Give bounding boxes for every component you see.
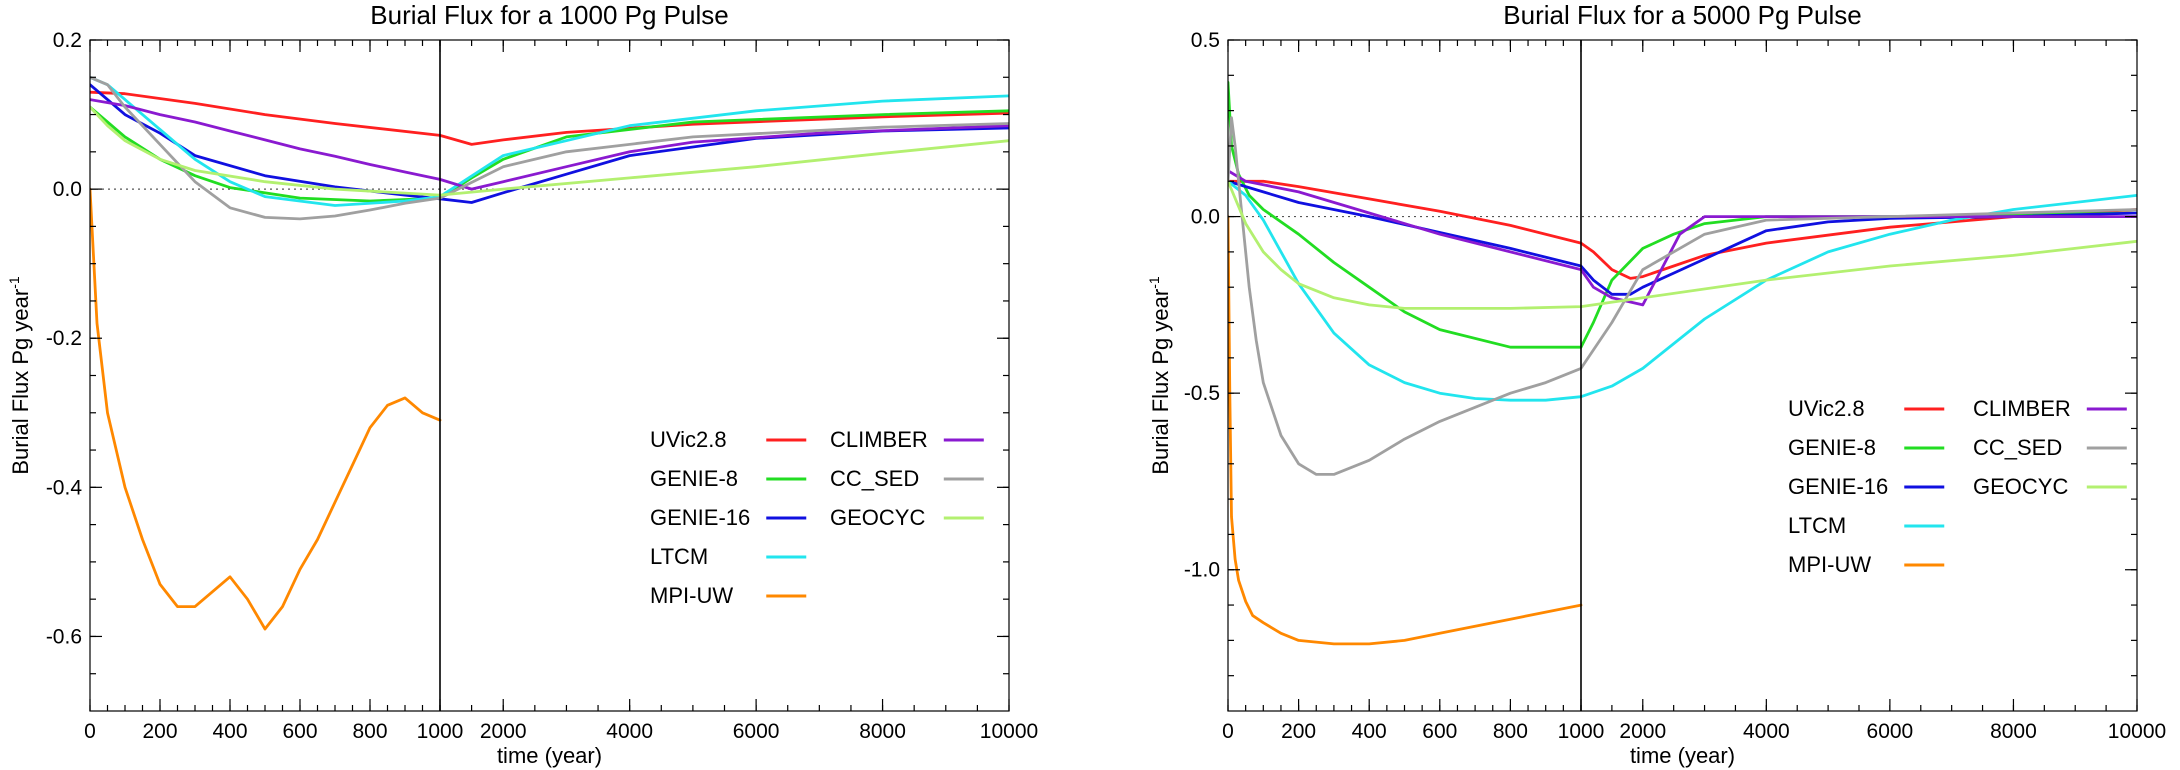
legend: UVic2.8 GENIE-8 GENIE-16 LTCM MPI-UW CLIMBER C…	[650, 427, 984, 608]
series-line-geocyc	[90, 105, 1009, 197]
series-line-cc-sed	[90, 75, 1009, 221]
series-line-climber	[1228, 169, 2137, 307]
x-tick-label: 400	[212, 720, 247, 743]
legend: UVic2.8 GENIE-8 GENIE-16 LTCM MPI-UW CLIMBER C…	[1788, 396, 2127, 577]
x-tick-label: 4000	[1743, 720, 1790, 743]
x-tick-label: 800	[1493, 720, 1528, 743]
chart-title: Burial Flux for a 5000 Pg Pulse	[1503, 0, 1861, 30]
y-tick-label: 0.0	[53, 178, 82, 201]
series-line-genie-16	[1228, 179, 2137, 296]
series-group	[90, 75, 1009, 631]
x-tick-label: 400	[1352, 720, 1387, 743]
y-tick-label: -0.2	[46, 327, 82, 350]
series-line-mpi-uw	[90, 187, 442, 631]
series-line-cc-sed	[1228, 116, 2137, 476]
series-line-geocyc	[1228, 179, 2137, 310]
x-axis-label: time (year)	[497, 743, 602, 768]
x-tick-label: 800	[352, 720, 387, 743]
legend-label: CLIMBER	[1973, 396, 2071, 421]
legend-label: CC_SED	[830, 466, 919, 491]
legend-label: CLIMBER	[830, 427, 928, 452]
x-tick-label: 600	[1422, 720, 1457, 743]
legend-label: MPI-UW	[1788, 552, 1871, 577]
legend-label: GENIE-16	[650, 505, 750, 530]
x-tick-label: 0	[1222, 720, 1234, 743]
legend-label: GEOCYC	[830, 505, 925, 530]
x-tick-label: 2000	[1619, 720, 1666, 743]
legend-label: UVic2.8	[650, 427, 727, 452]
legend-label: LTCM	[650, 544, 708, 569]
x-tick-label: 2000	[480, 720, 527, 743]
series-group	[1228, 81, 2137, 646]
series-line-climber	[90, 98, 1009, 191]
legend-label: UVic2.8	[1788, 396, 1865, 421]
legend-label: CC_SED	[1973, 435, 2062, 460]
y-axis-label-superscript: -1	[1146, 276, 1162, 289]
legend-label: GEOCYC	[1973, 474, 2068, 499]
y-tick-label: -1.0	[1184, 559, 1220, 582]
x-tick-label: 10000	[980, 720, 1038, 743]
series-line-mpi-uw	[1228, 215, 1583, 646]
y-tick-label: -0.6	[46, 625, 82, 648]
x-tick-label: 10000	[2108, 720, 2166, 743]
y-tick-label: -0.5	[1184, 382, 1220, 405]
y-tick-label: 0.5	[1191, 29, 1220, 52]
y-tick-label: 0.2	[53, 29, 82, 52]
x-tick-label: 1000	[417, 720, 464, 743]
y-axis-label: Burial Flux Pg year-1	[6, 276, 33, 475]
x-tick-label: 6000	[1867, 720, 1914, 743]
x-axis-label: time (year)	[1630, 743, 1735, 768]
legend-label: GENIE-8	[650, 466, 738, 491]
chart-title: Burial Flux for a 1000 Pg Pulse	[370, 0, 728, 30]
series-line-ltcm	[1228, 179, 2137, 402]
chart-panel-2: Burial Flux for a 5000 Pg Pulse 0.5 0.0 -0.…	[1146, 0, 2166, 768]
x-tick-label: 8000	[1990, 720, 2037, 743]
x-tick-label: 200	[1281, 720, 1316, 743]
series-line-uvic2-8	[1228, 179, 2137, 280]
x-tick-label: 6000	[733, 720, 780, 743]
series-line-uvic2-8	[90, 90, 1009, 146]
x-tick-label: 200	[142, 720, 177, 743]
plot-frame	[89, 39, 1010, 712]
y-axis-label: Burial Flux Pg year-1	[1146, 276, 1173, 475]
y-tick-label: 0.0	[1191, 206, 1220, 229]
chart-panel-1: Burial Flux for a 1000 Pg Pulse 0.2 0.0 -0.…	[6, 0, 1038, 768]
x-tick-label: 1000	[1558, 720, 1605, 743]
x-tick-label: 600	[282, 720, 317, 743]
legend-label: LTCM	[1788, 513, 1846, 538]
y-tick-label: -0.4	[46, 476, 83, 499]
legend-label: MPI-UW	[650, 583, 733, 608]
x-tick-label: 8000	[859, 720, 906, 743]
plot-frame	[1227, 39, 2138, 712]
legend-label: GENIE-8	[1788, 435, 1876, 460]
legend-label: GENIE-16	[1788, 474, 1888, 499]
x-tick-label: 0	[84, 720, 96, 743]
series-line-genie-8	[1228, 81, 2137, 349]
series-line-genie-8	[90, 105, 1009, 203]
y-axis-label-superscript: -1	[6, 276, 22, 289]
x-tick-label: 4000	[606, 720, 653, 743]
